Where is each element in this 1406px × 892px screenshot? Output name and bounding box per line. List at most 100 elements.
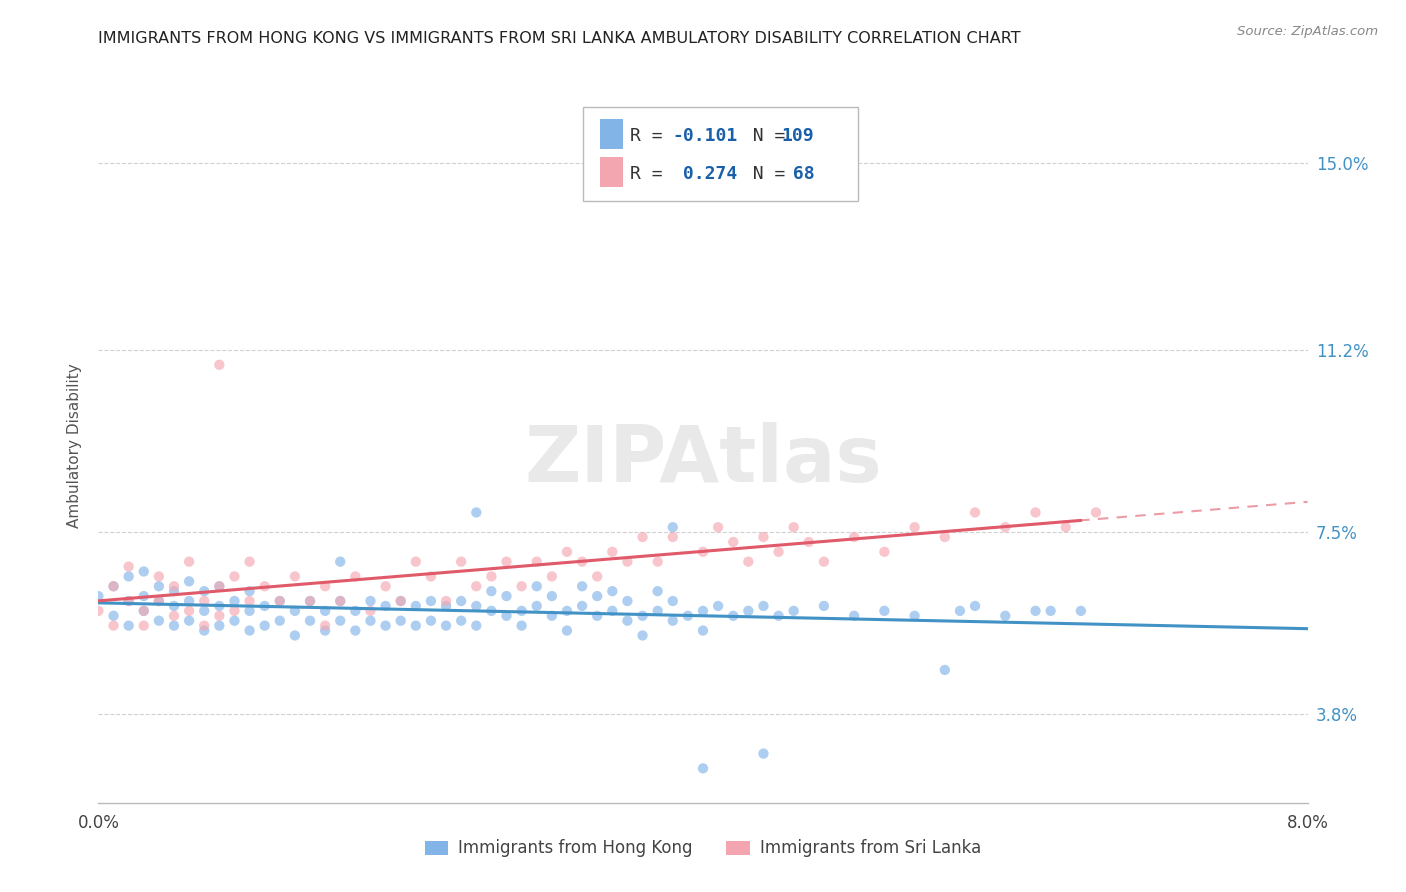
Point bbox=[571, 555, 593, 569]
Point bbox=[510, 604, 533, 618]
Point bbox=[405, 555, 427, 569]
Point bbox=[661, 614, 683, 628]
Point bbox=[118, 594, 141, 608]
Point bbox=[631, 628, 654, 642]
Point bbox=[994, 520, 1017, 534]
Point bbox=[752, 747, 775, 761]
Point bbox=[314, 624, 336, 638]
Point bbox=[329, 594, 352, 608]
Point bbox=[284, 604, 307, 618]
Point bbox=[768, 608, 790, 623]
Point bbox=[148, 579, 170, 593]
Point bbox=[360, 604, 382, 618]
Point bbox=[193, 624, 215, 638]
Point bbox=[208, 579, 231, 593]
Point bbox=[118, 569, 141, 583]
Point bbox=[389, 614, 412, 628]
Point bbox=[783, 604, 806, 618]
Point bbox=[540, 608, 562, 623]
Point bbox=[103, 618, 125, 632]
Point bbox=[360, 594, 382, 608]
Point bbox=[179, 574, 201, 589]
Point bbox=[132, 589, 155, 603]
Point bbox=[1025, 604, 1047, 618]
Point bbox=[132, 618, 155, 632]
Point bbox=[602, 604, 624, 618]
Point bbox=[239, 594, 262, 608]
Text: R =: R = bbox=[630, 165, 673, 183]
Point bbox=[329, 555, 352, 569]
Point bbox=[1054, 520, 1077, 534]
Text: N =: N = bbox=[731, 127, 796, 145]
Point bbox=[904, 520, 927, 534]
Point bbox=[661, 530, 683, 544]
Point bbox=[737, 604, 759, 618]
Point bbox=[239, 555, 262, 569]
Point bbox=[586, 569, 609, 583]
Point bbox=[602, 584, 624, 599]
Point bbox=[118, 559, 141, 574]
Point bbox=[647, 555, 669, 569]
Point bbox=[87, 589, 110, 603]
Point bbox=[707, 599, 730, 613]
Point bbox=[193, 604, 215, 618]
Point bbox=[269, 594, 291, 608]
Point bbox=[329, 594, 352, 608]
Point bbox=[586, 589, 609, 603]
Point bbox=[179, 604, 201, 618]
Point bbox=[148, 614, 170, 628]
Point bbox=[540, 589, 562, 603]
Point bbox=[103, 608, 125, 623]
Point bbox=[405, 618, 427, 632]
Point bbox=[148, 569, 170, 583]
Point bbox=[555, 604, 578, 618]
Point bbox=[707, 520, 730, 534]
Point bbox=[329, 614, 352, 628]
Point bbox=[873, 604, 896, 618]
Point bbox=[692, 545, 714, 559]
Point bbox=[163, 579, 186, 593]
Point bbox=[118, 618, 141, 632]
Point bbox=[813, 555, 835, 569]
Point bbox=[179, 594, 201, 608]
Text: Source: ZipAtlas.com: Source: ZipAtlas.com bbox=[1237, 25, 1378, 38]
Point bbox=[692, 624, 714, 638]
Point bbox=[555, 545, 578, 559]
Point bbox=[420, 569, 443, 583]
Point bbox=[132, 565, 155, 579]
Point bbox=[723, 608, 745, 623]
Point bbox=[465, 505, 488, 519]
Point bbox=[752, 530, 775, 544]
Text: -0.101: -0.101 bbox=[672, 127, 737, 145]
Point bbox=[193, 594, 215, 608]
Point bbox=[299, 614, 322, 628]
Text: N =: N = bbox=[731, 165, 796, 183]
Point bbox=[571, 579, 593, 593]
Point bbox=[299, 594, 322, 608]
Point bbox=[284, 628, 307, 642]
Point bbox=[132, 604, 155, 618]
Point bbox=[934, 663, 956, 677]
Point bbox=[450, 594, 472, 608]
Point bbox=[179, 614, 201, 628]
Point bbox=[692, 604, 714, 618]
Point bbox=[434, 594, 457, 608]
Point bbox=[193, 618, 215, 632]
Point bbox=[360, 614, 382, 628]
Point bbox=[253, 618, 276, 632]
Point bbox=[374, 599, 396, 613]
Point bbox=[994, 608, 1017, 623]
Point bbox=[631, 530, 654, 544]
Point bbox=[148, 594, 170, 608]
Point bbox=[208, 358, 231, 372]
Point bbox=[965, 505, 987, 519]
Point bbox=[481, 584, 503, 599]
Point bbox=[239, 604, 262, 618]
Point bbox=[344, 604, 367, 618]
Point bbox=[314, 579, 336, 593]
Point bbox=[314, 618, 336, 632]
Point bbox=[586, 608, 609, 623]
Point bbox=[208, 599, 231, 613]
Point bbox=[495, 589, 517, 603]
Point bbox=[723, 535, 745, 549]
